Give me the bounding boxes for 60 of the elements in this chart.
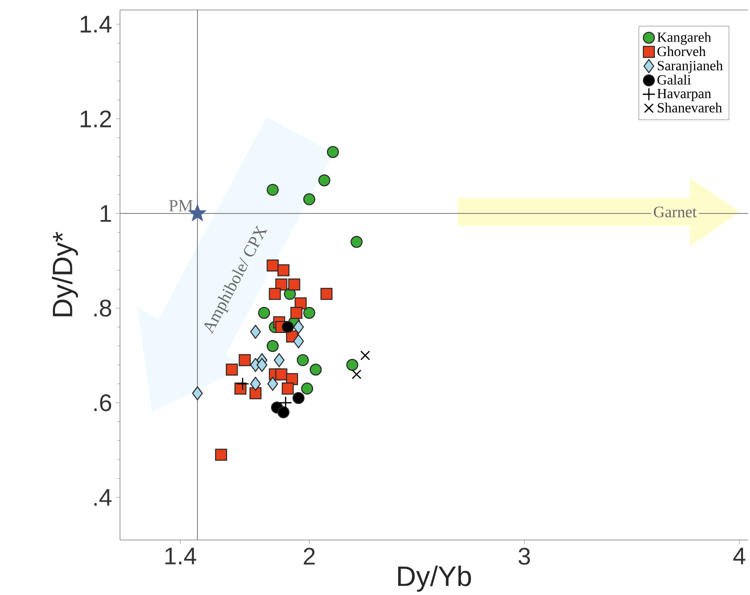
point	[226, 364, 238, 376]
y-tick-label: .4	[94, 489, 112, 506]
point	[236, 377, 250, 390]
point	[258, 306, 270, 319]
annotation: Garnet	[654, 206, 697, 218]
point	[266, 259, 279, 272]
point	[352, 369, 362, 380]
point	[266, 340, 279, 352]
point	[303, 193, 316, 206]
point	[320, 288, 332, 300]
point	[268, 288, 281, 300]
x-tick-label: 3	[518, 548, 530, 565]
point	[282, 321, 294, 334]
y-tick-label: 1.2	[80, 110, 111, 128]
x-tick-label: 1.4	[165, 548, 196, 564]
x-axis-title: Dy/Yb	[398, 566, 471, 592]
x-tick-label: 4	[733, 548, 746, 564]
legend-label: Saranjianeh	[658, 60, 723, 74]
point	[293, 334, 304, 348]
point	[346, 358, 358, 371]
point	[301, 382, 314, 395]
legend-label: Galali	[657, 74, 691, 85]
point	[288, 278, 300, 290]
legend-label: Kangareh	[657, 32, 712, 45]
point	[277, 406, 290, 418]
point	[296, 354, 309, 366]
legend-label: Ghorveh	[657, 46, 706, 56]
point	[360, 350, 370, 360]
point	[215, 448, 228, 461]
annotation: PM	[169, 200, 193, 212]
point	[279, 396, 292, 410]
point	[275, 368, 288, 380]
point	[250, 387, 262, 400]
point	[318, 174, 330, 186]
point	[303, 306, 316, 319]
point	[266, 184, 279, 196]
y-tick-label: 1.4	[80, 16, 112, 32]
legend-label: Havarpan	[657, 88, 712, 102]
point	[293, 320, 304, 334]
y-tick-label: .8	[94, 300, 112, 317]
point	[326, 146, 339, 158]
x-tick-label: 2	[304, 548, 315, 565]
point	[310, 364, 322, 376]
point	[282, 382, 294, 395]
point	[290, 306, 302, 319]
y-tick-label: 1	[100, 205, 112, 222]
point	[277, 264, 290, 276]
point	[275, 278, 288, 290]
point	[192, 386, 203, 400]
point	[238, 354, 251, 366]
point	[267, 376, 278, 391]
point	[292, 392, 305, 404]
point	[250, 376, 261, 391]
point	[256, 358, 268, 372]
point	[350, 236, 363, 248]
legend-label: Shanevareh	[658, 102, 722, 112]
y-axis-title: Dy/Dy*	[52, 232, 78, 316]
point	[274, 353, 285, 368]
y-tick-label: .6	[94, 394, 112, 412]
point	[250, 324, 261, 339]
